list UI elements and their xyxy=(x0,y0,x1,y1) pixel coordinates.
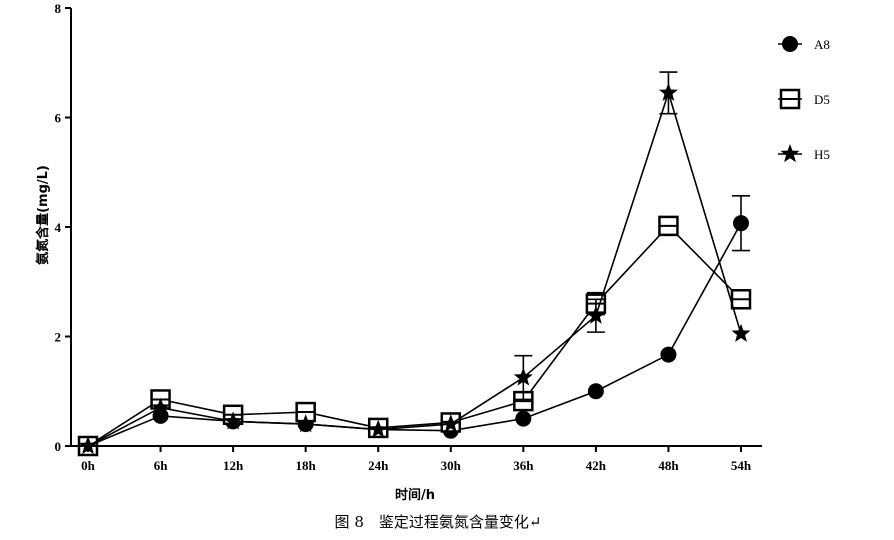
legend-item-H5: H5 xyxy=(778,144,830,163)
figure-caption: 图 8 鉴定过程氨氮含量变化↵ xyxy=(335,513,542,531)
legend-label: D5 xyxy=(814,92,830,107)
x-tick-label: 0h xyxy=(81,458,96,473)
data-point-H5 xyxy=(513,367,533,386)
data-point-A8 xyxy=(733,215,749,232)
x-tick-label: 24h xyxy=(368,458,389,473)
data-point-A8 xyxy=(515,410,532,427)
y-tick-label: 8 xyxy=(55,1,62,16)
y-tick-label: 0 xyxy=(55,439,62,454)
data-point-A8 xyxy=(587,383,604,400)
x-tick-label: 48h xyxy=(658,458,679,473)
y-axis-title: 氨氮含量(mg/L) xyxy=(35,165,51,266)
x-axis-title: 时间/h xyxy=(395,487,435,503)
data-point-H5 xyxy=(368,419,388,438)
data-point-H5 xyxy=(731,323,751,342)
x-tick-label: 18h xyxy=(296,458,317,473)
series-line-D5 xyxy=(87,224,742,447)
series-H5 xyxy=(78,71,751,455)
data-point-D5 xyxy=(730,289,752,310)
data-point-H5 xyxy=(441,414,461,433)
legend-marker xyxy=(780,144,800,163)
legend-label: A8 xyxy=(814,37,830,52)
x-tick-label: 42h xyxy=(586,458,607,473)
data-point-H5 xyxy=(658,82,678,101)
data-point-H5 xyxy=(296,414,316,433)
y-tick-label: 4 xyxy=(55,220,62,235)
data-point-H5 xyxy=(223,411,243,430)
legend-item-D5: D5 xyxy=(778,88,830,110)
series-line-H5 xyxy=(87,90,742,447)
x-tick-label: 54h xyxy=(731,458,752,473)
x-tick-label: 6h xyxy=(154,458,169,473)
x-tick-label: 36h xyxy=(513,458,534,473)
x-tick-label: 12h xyxy=(223,458,244,473)
x-tick-label: 30h xyxy=(441,458,462,473)
y-tick-label: 6 xyxy=(55,111,62,126)
series-A8 xyxy=(80,194,750,454)
legend-label: H5 xyxy=(814,147,830,162)
legend-item-A8: A8 xyxy=(778,36,830,52)
data-point-A8 xyxy=(660,346,677,363)
legend-marker xyxy=(782,36,798,52)
y-tick-label: 2 xyxy=(55,330,62,345)
series-line-A8 xyxy=(87,222,742,447)
series-D5 xyxy=(77,215,752,457)
data-point-H5 xyxy=(151,397,171,416)
data-point-H5 xyxy=(586,305,606,324)
legend-marker xyxy=(779,88,801,110)
data-point-D5 xyxy=(658,215,679,237)
